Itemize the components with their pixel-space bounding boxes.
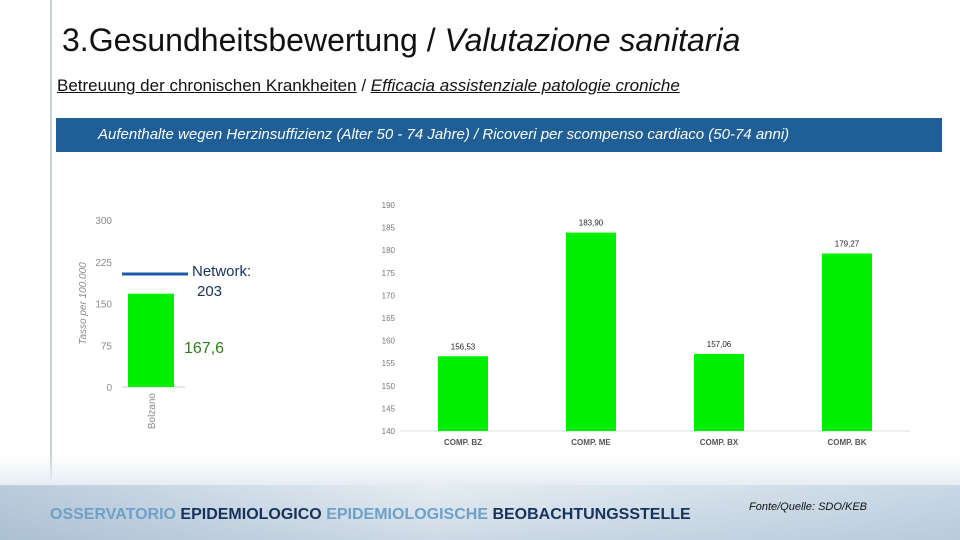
title-italian: Valutazione sanitaria <box>444 22 741 58</box>
y-tick-label: 180 <box>382 246 396 255</box>
y-tick-label: 300 <box>95 216 112 227</box>
y-tick-label: 0 <box>106 383 112 394</box>
bar-comp-bx <box>694 353 744 431</box>
subtitle-italian: Efficacia assistenziale patologie cronic… <box>370 76 680 95</box>
network-value: 203 <box>197 283 223 300</box>
y-tick-label: 155 <box>382 359 396 368</box>
subtitle-separator: / <box>356 76 371 95</box>
page-title: 3.Gesundheitsbewertung / Valutazione san… <box>62 22 740 59</box>
data-label: 183,90 <box>579 219 604 228</box>
bolzano-value-annotation: 167,6 <box>184 340 225 357</box>
indicator-banner: Aufenthalte wegen Herzinsuffizienz (Alte… <box>56 118 942 152</box>
subtitle-german: Betreuung der chronischen Krankheiten <box>57 76 357 95</box>
bar-comp-bz <box>438 356 488 431</box>
y-tick-label: 150 <box>382 382 396 391</box>
x-tick-label: COMP. BX <box>700 438 739 447</box>
source-note: Fonte/Quelle: SDO/KEB <box>749 501 867 513</box>
y-tick-label: 225 <box>95 258 112 269</box>
data-label: 156,53 <box>451 342 476 351</box>
x-tick-label: COMP. BZ <box>444 438 482 447</box>
y-tick-label: 170 <box>382 291 396 300</box>
network-annotation: Network: 203 <box>192 262 251 302</box>
y-tick-label: 190 <box>382 201 396 210</box>
y-tick-label: 185 <box>382 224 396 233</box>
bolzano-rate-chart: 0 75 150 225 300 Tasso per 100.000 Bolzano <box>78 216 188 430</box>
left-divider-line <box>50 0 52 480</box>
footer-part-1: OSSERVATORIO <box>50 506 181 523</box>
bar-bolzano <box>128 293 174 387</box>
y-tick-label: 175 <box>382 269 396 278</box>
y-tick-label: 165 <box>382 314 396 323</box>
y-tick-label: 140 <box>382 427 396 436</box>
y-tick-label: 160 <box>382 337 396 346</box>
x-tick-label: Bolzano <box>147 393 158 430</box>
network-label: Network: <box>192 263 252 280</box>
x-tick-label: COMP. ME <box>571 438 611 447</box>
footer-part-3: EPIDEMIOLOGISCHE <box>326 506 493 523</box>
district-comparison-chart: 140 145 150 155 160 165 170 175 180 185 190 156,53 C… <box>382 201 910 447</box>
x-tick-label: COMP. BK <box>828 438 867 447</box>
title-german: 3.Gesundheitsbewertung <box>62 22 418 58</box>
bar-comp-bk <box>822 253 872 431</box>
footer-part-2: EPIDEMIOLOGICO <box>180 506 327 523</box>
y-tick-label: 150 <box>95 300 112 311</box>
footer-title: OSSERVATORIO EPIDEMIOLOGICO EPIDEMIOLOGI… <box>50 506 691 524</box>
y-tick-label: 145 <box>382 404 396 413</box>
footer-band <box>0 455 960 540</box>
footer-part-4: BEOBACHTUNGSSTELLE <box>492 506 691 523</box>
y-axis-label: Tasso per 100.000 <box>78 262 89 345</box>
data-label: 157,06 <box>707 340 732 349</box>
title-separator: / <box>417 22 445 58</box>
data-label: 179,27 <box>835 239 860 248</box>
y-tick-label: 75 <box>101 341 113 352</box>
bar-comp-me <box>566 232 616 431</box>
page-subtitle: Betreuung der chronischen Krankheiten / … <box>57 76 680 96</box>
